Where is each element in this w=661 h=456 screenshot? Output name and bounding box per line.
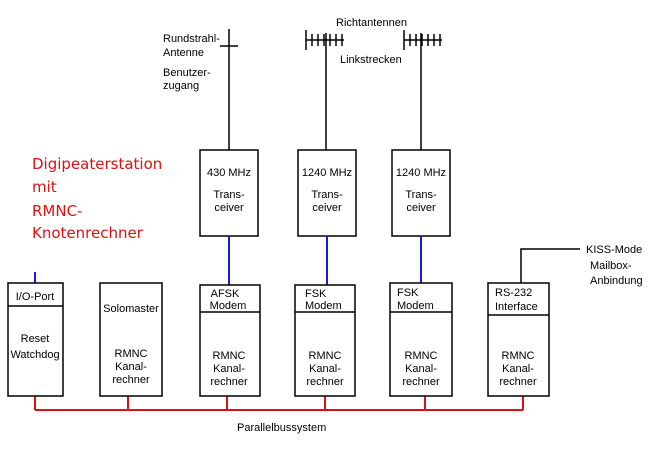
kiss-label-1: KISS-Mode — [586, 244, 642, 256]
diagram-title: Digipeaterstation mit RMNC- Knotenrechne… — [32, 155, 162, 242]
parallel-bus: Parallelbussystem — [34, 396, 524, 434]
user-access-label-1: Benutzer- — [163, 67, 211, 79]
directional-antenna-2 — [403, 30, 442, 150]
card-afsk-modem: AFSK Modem RMNC Kanal- rechner — [199, 284, 261, 397]
title-line-2: mit — [32, 178, 57, 196]
link-paths-label: Linkstrecken — [340, 54, 402, 66]
transceiver-label-2: ceiver — [214, 202, 244, 214]
card-body-2: Kanal- — [309, 363, 341, 375]
bus-label: Parallelbussystem — [237, 422, 326, 434]
title-line-4: Knotenrechner — [32, 224, 144, 242]
transceiver-1240-b: 1240 MHz Trans- ceiver — [391, 149, 451, 237]
title-line-1: Digipeaterstation — [32, 155, 162, 173]
kiss-line — [520, 248, 580, 283]
card-body-3: rechner — [112, 374, 150, 386]
card-head-1: FSK — [397, 287, 419, 299]
card-head-2: Modem — [397, 300, 434, 312]
transceiver-1240-a: 1240 MHz Trans- ceiver — [297, 149, 357, 237]
transceiver-box — [297, 149, 357, 237]
card-body-2: Watchdog — [10, 349, 59, 361]
transceiver-box — [391, 149, 451, 237]
card-body-1: RMNC — [309, 350, 342, 362]
card-box — [7, 282, 64, 397]
card-body-1: RMNC — [213, 350, 246, 362]
card-head-1: I/O-Port — [16, 291, 55, 303]
transceiver-label-1: Trans- — [405, 189, 437, 201]
transceiver-frequency: 430 MHz — [207, 167, 251, 179]
card-body-1: RMNC — [502, 350, 535, 362]
card-body-3: rechner — [499, 376, 537, 388]
card-body-2: Kanal- — [502, 363, 534, 375]
card-box — [99, 282, 163, 397]
transceiver-frequency: 1240 MHz — [302, 167, 352, 179]
card-body-2: Kanal- — [405, 363, 437, 375]
kiss-connection: KISS-Mode Mailbox- Anbindung — [520, 244, 643, 287]
card-box — [199, 284, 261, 397]
card-head-2: Interface — [495, 301, 538, 313]
card-body-3: rechner — [402, 376, 440, 388]
omni-antenna: Rundstrahl- Antenne Benutzer- zugang — [163, 29, 238, 150]
card-box — [487, 282, 550, 397]
directional-antenna-1 — [305, 30, 344, 150]
card-body-2: Kanal- — [115, 361, 147, 373]
card-head-1: RS-232 — [495, 287, 532, 299]
card-head-2: Modem — [210, 300, 247, 312]
card-fsk-modem-1: FSK Modem RMNC Kanal- rechner — [294, 284, 356, 397]
card-body-1: RMNC — [115, 348, 148, 360]
card-body-3: rechner — [210, 376, 248, 388]
card-body-2: Kanal- — [213, 363, 245, 375]
card-body-3: rechner — [306, 376, 344, 388]
kiss-label-2: Mailbox- — [590, 260, 632, 272]
transceiver-label-2: ceiver — [312, 202, 342, 214]
transceiver-box — [199, 149, 259, 237]
card-fsk-modem-2: FSK Modem RMNC Kanal- rechner — [389, 282, 453, 397]
card-head-2: Modem — [305, 300, 342, 312]
transceiver-label-2: ceiver — [406, 202, 436, 214]
kiss-label-3: Anbindung — [590, 275, 643, 287]
card-solomaster: Solomaster RMNC Kanal- rechner — [99, 282, 163, 397]
card-head-1: Solomaster — [103, 303, 159, 315]
transceiver-label-1: Trans- — [213, 189, 245, 201]
card-head-1: AFSK — [211, 288, 240, 300]
card-rs232-interface: RS-232 Interface RMNC Kanal- rechner — [487, 282, 550, 397]
card-body-1: Reset — [21, 333, 50, 345]
user-access-label-2: zugang — [163, 80, 199, 92]
card-box — [294, 284, 356, 397]
card-io-port: I/O-Port Reset Watchdog — [7, 282, 64, 397]
omni-antenna-label-1: Rundstrahl- — [163, 33, 220, 45]
title-line-3: RMNC- — [32, 202, 82, 220]
transceiver-430: 430 MHz Trans- ceiver — [199, 149, 259, 237]
card-head-1: FSK — [305, 288, 327, 300]
card-body-1: RMNC — [405, 350, 438, 362]
card-box — [389, 282, 453, 397]
omni-antenna-label-2: Antenne — [163, 47, 204, 59]
transceiver-frequency: 1240 MHz — [396, 167, 446, 179]
directional-antennas-label: Richtantennen — [336, 17, 407, 29]
transceiver-label-1: Trans- — [311, 189, 343, 201]
